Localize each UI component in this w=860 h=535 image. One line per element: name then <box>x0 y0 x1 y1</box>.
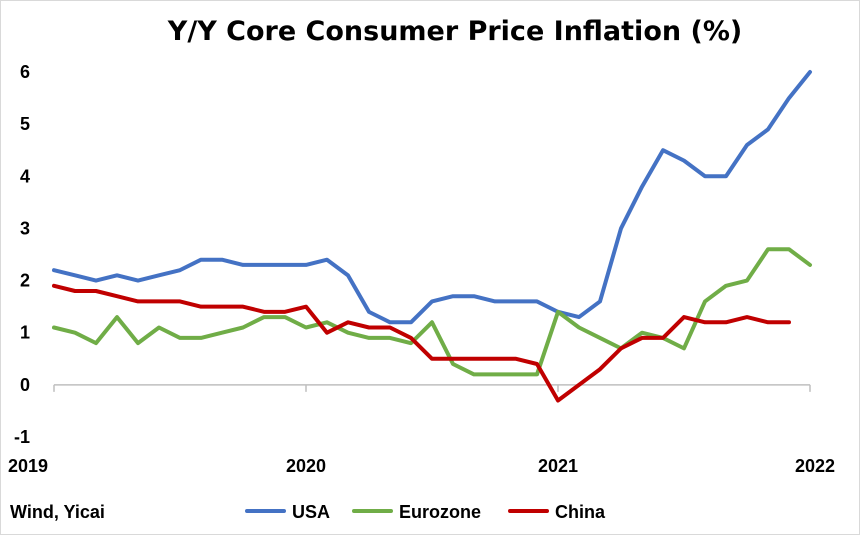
axes: -1 0 1 2 3 4 5 6 2019 2020 2021 2022 <box>8 62 835 476</box>
y-tick-label: 6 <box>20 62 30 82</box>
y-tick-label: 3 <box>20 218 30 238</box>
y-tick-label: 4 <box>20 166 30 186</box>
legend-label-china: China <box>555 502 606 522</box>
series-line-eurozone <box>52 247 812 377</box>
legend: USA Eurozone China <box>245 502 606 522</box>
y-tick-label: 2 <box>20 271 30 291</box>
chart-title: Y/Y Core Consumer Price Inflation (%) <box>167 16 742 47</box>
x-tick-label: 2021 <box>538 456 578 476</box>
y-tick-label: 5 <box>20 114 30 134</box>
legend-label-usa: USA <box>292 502 330 522</box>
x-tick-label: 2022 <box>795 456 835 476</box>
series-line-china <box>52 283 791 403</box>
y-tick-label: -1 <box>14 427 30 447</box>
x-tick-label: 2019 <box>8 456 48 476</box>
series-line-usa <box>52 70 812 325</box>
source-note: Wind, Yicai <box>10 502 105 522</box>
y-tick-label: 1 <box>20 323 30 343</box>
series-lines <box>52 70 812 403</box>
y-tick-label: 0 <box>20 375 30 395</box>
x-tick-label: 2020 <box>286 456 326 476</box>
legend-label-eurozone: Eurozone <box>399 502 481 522</box>
